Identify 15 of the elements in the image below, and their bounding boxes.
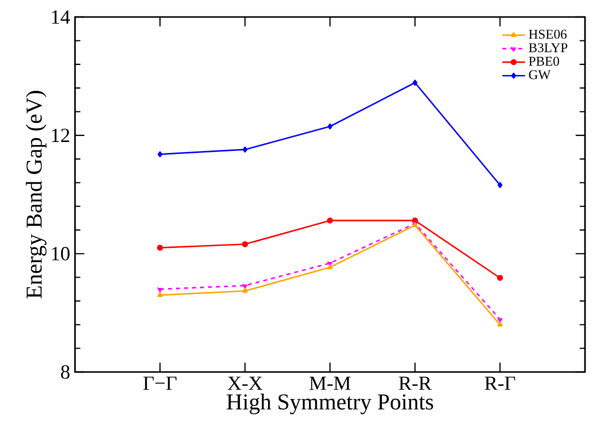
x-tick-label: M-M <box>309 376 351 390</box>
x-tick-label: R-Γ <box>484 376 516 390</box>
y-tick-label: 8 <box>61 365 70 379</box>
x-tick-label: R-R <box>398 376 432 390</box>
y-tick-label: 14 <box>52 10 70 24</box>
legend-label: GW <box>529 70 551 80</box>
x-tick-label: X-X <box>228 376 262 390</box>
legend-label: HSE06 <box>528 30 567 39</box>
legend-label: PBE0 <box>528 56 560 66</box>
legend-label: B3LYP <box>528 43 568 52</box>
y-axis-title: Energy Band Gap (eV) <box>26 90 46 298</box>
y-tick-label: 10 <box>52 246 70 260</box>
y-tick-label: 12 <box>52 128 70 142</box>
x-axis-title: High Symmetry Points <box>226 394 434 414</box>
x-tick-label: Γ−Γ <box>143 376 177 390</box>
